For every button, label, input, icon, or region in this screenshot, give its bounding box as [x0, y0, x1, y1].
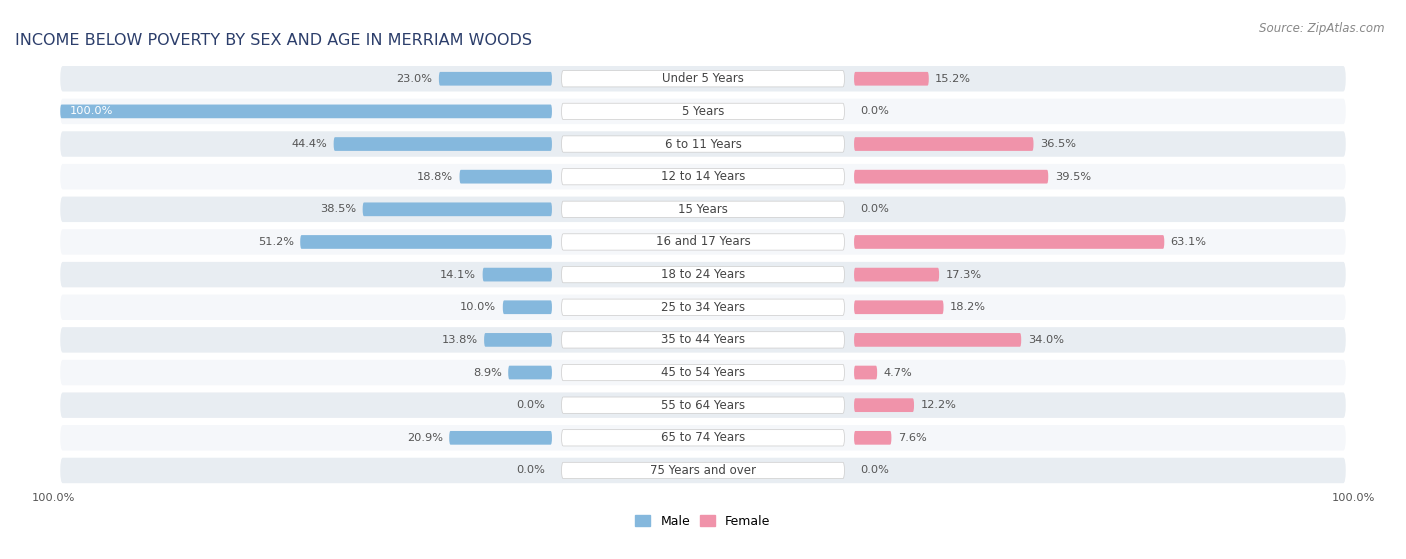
FancyBboxPatch shape: [561, 234, 845, 250]
Text: 35 to 44 Years: 35 to 44 Years: [661, 333, 745, 347]
FancyBboxPatch shape: [561, 331, 845, 348]
FancyBboxPatch shape: [561, 168, 845, 185]
FancyBboxPatch shape: [482, 268, 553, 282]
FancyBboxPatch shape: [561, 136, 845, 152]
FancyBboxPatch shape: [439, 72, 553, 86]
Text: 18 to 24 Years: 18 to 24 Years: [661, 268, 745, 281]
FancyBboxPatch shape: [853, 366, 877, 380]
Text: 100.0%: 100.0%: [70, 106, 114, 116]
FancyBboxPatch shape: [60, 131, 1346, 157]
FancyBboxPatch shape: [60, 164, 1346, 190]
Text: Source: ZipAtlas.com: Source: ZipAtlas.com: [1260, 22, 1385, 35]
Text: 14.1%: 14.1%: [440, 269, 477, 280]
FancyBboxPatch shape: [561, 364, 845, 381]
FancyBboxPatch shape: [853, 399, 914, 412]
FancyBboxPatch shape: [561, 70, 845, 87]
Text: 6 to 11 Years: 6 to 11 Years: [665, 138, 741, 150]
Text: 8.9%: 8.9%: [472, 367, 502, 377]
FancyBboxPatch shape: [853, 72, 929, 86]
FancyBboxPatch shape: [60, 262, 1346, 287]
Text: 39.5%: 39.5%: [1054, 172, 1091, 182]
Text: 0.0%: 0.0%: [516, 466, 546, 476]
FancyBboxPatch shape: [60, 66, 1346, 92]
FancyBboxPatch shape: [60, 392, 1346, 418]
FancyBboxPatch shape: [449, 431, 553, 444]
FancyBboxPatch shape: [363, 202, 553, 216]
FancyBboxPatch shape: [561, 430, 845, 446]
FancyBboxPatch shape: [60, 327, 1346, 353]
Text: 51.2%: 51.2%: [257, 237, 294, 247]
Text: 45 to 54 Years: 45 to 54 Years: [661, 366, 745, 379]
Text: 15 Years: 15 Years: [678, 203, 728, 216]
Text: 0.0%: 0.0%: [860, 466, 890, 476]
Text: 25 to 34 Years: 25 to 34 Years: [661, 301, 745, 314]
FancyBboxPatch shape: [503, 300, 553, 314]
Text: 38.5%: 38.5%: [321, 205, 356, 214]
FancyBboxPatch shape: [853, 235, 1164, 249]
Text: 12.2%: 12.2%: [921, 400, 956, 410]
Text: 63.1%: 63.1%: [1171, 237, 1206, 247]
FancyBboxPatch shape: [60, 197, 1346, 222]
FancyBboxPatch shape: [301, 235, 553, 249]
Text: 55 to 64 Years: 55 to 64 Years: [661, 399, 745, 411]
FancyBboxPatch shape: [484, 333, 553, 347]
Legend: Male, Female: Male, Female: [630, 510, 776, 533]
FancyBboxPatch shape: [60, 229, 1346, 255]
FancyBboxPatch shape: [853, 300, 943, 314]
Text: 0.0%: 0.0%: [860, 205, 890, 214]
Text: 34.0%: 34.0%: [1028, 335, 1064, 345]
FancyBboxPatch shape: [561, 103, 845, 120]
Text: 44.4%: 44.4%: [291, 139, 328, 149]
FancyBboxPatch shape: [60, 425, 1346, 451]
Text: 16 and 17 Years: 16 and 17 Years: [655, 235, 751, 248]
Text: 7.6%: 7.6%: [898, 433, 927, 443]
FancyBboxPatch shape: [60, 458, 1346, 483]
FancyBboxPatch shape: [853, 170, 1049, 183]
FancyBboxPatch shape: [853, 333, 1021, 347]
Text: 18.2%: 18.2%: [950, 302, 986, 312]
Text: 0.0%: 0.0%: [516, 400, 546, 410]
FancyBboxPatch shape: [333, 137, 553, 151]
FancyBboxPatch shape: [508, 366, 553, 380]
Text: 17.3%: 17.3%: [946, 269, 981, 280]
Text: 100.0%: 100.0%: [1331, 493, 1375, 503]
Text: Under 5 Years: Under 5 Years: [662, 72, 744, 86]
Text: 10.0%: 10.0%: [460, 302, 496, 312]
FancyBboxPatch shape: [60, 360, 1346, 385]
FancyBboxPatch shape: [561, 462, 845, 479]
Text: 23.0%: 23.0%: [396, 74, 433, 84]
FancyBboxPatch shape: [60, 295, 1346, 320]
FancyBboxPatch shape: [853, 268, 939, 282]
FancyBboxPatch shape: [561, 397, 845, 413]
FancyBboxPatch shape: [561, 299, 845, 315]
Text: 0.0%: 0.0%: [860, 106, 890, 116]
Text: INCOME BELOW POVERTY BY SEX AND AGE IN MERRIAM WOODS: INCOME BELOW POVERTY BY SEX AND AGE IN M…: [14, 33, 531, 48]
Text: 36.5%: 36.5%: [1040, 139, 1076, 149]
FancyBboxPatch shape: [853, 137, 1033, 151]
Text: 12 to 14 Years: 12 to 14 Years: [661, 170, 745, 183]
Text: 5 Years: 5 Years: [682, 105, 724, 118]
FancyBboxPatch shape: [853, 431, 891, 444]
Text: 13.8%: 13.8%: [441, 335, 478, 345]
Text: 4.7%: 4.7%: [883, 367, 912, 377]
FancyBboxPatch shape: [561, 267, 845, 283]
Text: 100.0%: 100.0%: [31, 493, 75, 503]
Text: 20.9%: 20.9%: [406, 433, 443, 443]
FancyBboxPatch shape: [460, 170, 553, 183]
FancyBboxPatch shape: [561, 201, 845, 217]
Text: 65 to 74 Years: 65 to 74 Years: [661, 432, 745, 444]
FancyBboxPatch shape: [60, 98, 1346, 124]
Text: 75 Years and over: 75 Years and over: [650, 464, 756, 477]
Text: 15.2%: 15.2%: [935, 74, 972, 84]
FancyBboxPatch shape: [60, 105, 553, 119]
Text: 18.8%: 18.8%: [418, 172, 453, 182]
